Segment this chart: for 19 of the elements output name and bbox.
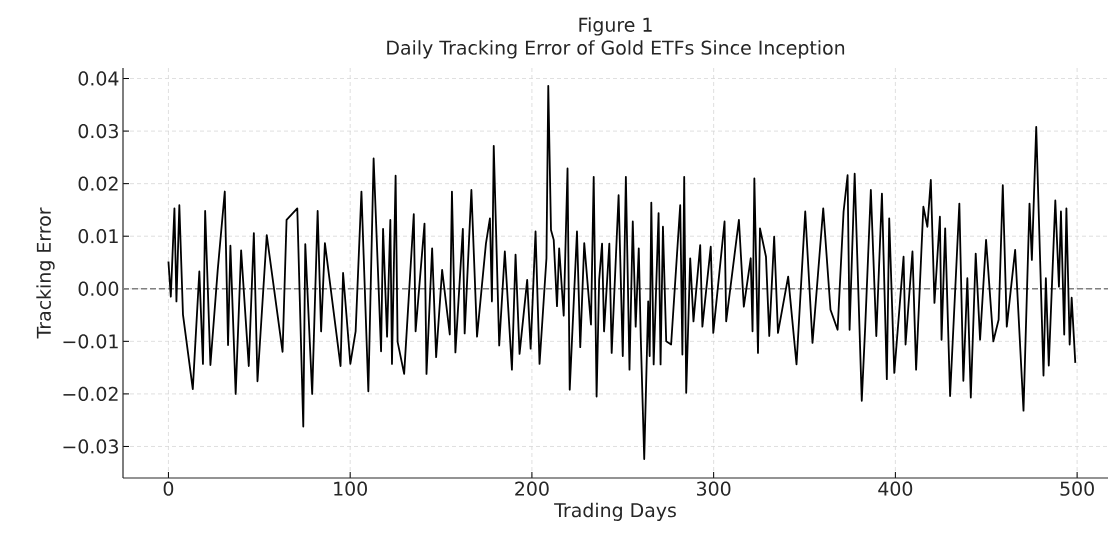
- y-axis-title: Tracking Error: [36, 207, 55, 339]
- chart-title: Figure 1: [579, 17, 652, 36]
- y-tick-label: 0.03: [78, 123, 118, 139]
- x-tick-label: 500: [1060, 481, 1094, 496]
- y-tick-label: 0.02: [78, 176, 118, 191]
- y-tick-label: 0.00: [78, 281, 119, 296]
- x-tick-label: 0: [163, 481, 174, 496]
- x-tick-label: 300: [697, 481, 731, 496]
- x-tick-label: 100: [334, 481, 367, 496]
- y-tick-label: 0.04: [78, 71, 119, 86]
- y-tick-label: −0.03: [63, 439, 118, 454]
- chart-subtitle: Daily Tracking Error of Gold ETFs Since Inception: [387, 40, 845, 59]
- x-tick-label: 200: [515, 481, 549, 496]
- x-tick-label: 400: [878, 481, 913, 496]
- y-tick-label: 0.01: [78, 229, 118, 244]
- y-tick-label: −0.01: [63, 334, 118, 349]
- y-tick-label: −0.02: [63, 386, 118, 402]
- x-axis-title: Trading Days: [554, 502, 676, 521]
- line-series: [167, 84, 1077, 460]
